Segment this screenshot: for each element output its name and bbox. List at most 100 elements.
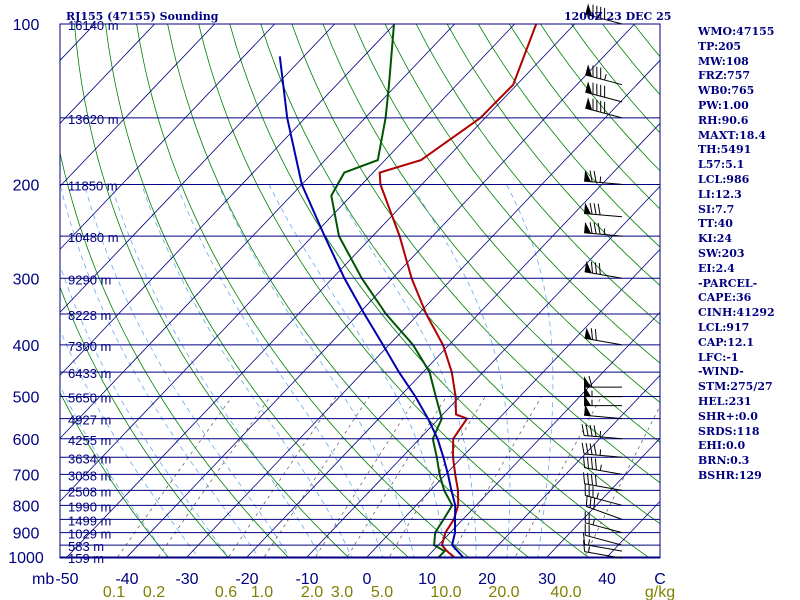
isotherms [60,24,660,558]
wind-barb-staff [585,522,623,534]
chart-time: 1200Z 23 DEC 25 [564,10,672,23]
height-label: 583 m [68,539,104,554]
wind-barb-flag [593,170,597,183]
moist-adiabat-line [331,184,477,558]
height-label: 5650 m [68,391,111,406]
wind-barb-pennant [584,170,592,182]
wind-barb-flag [581,442,585,455]
pressure-labels: 100 200 300 400 500 600 700 800 900 1000 [8,17,44,567]
wind-barb-flag [585,424,589,436]
mixing-ratio-label: 40.0 [550,584,581,600]
isotherm-line [60,24,396,376]
wind-barb-half-flag [599,430,602,437]
wind-barb-pennant [585,3,593,16]
wind-barbs [581,3,623,559]
isotherm-line [60,24,336,313]
height-label: 9290 m [68,272,111,287]
moist-adiabat-line [268,184,446,558]
mixing-ratio-labels: 0.1 0.2 0.6 1.0 2.0 3.0 5.0 10.0 20.0 40.0 [103,584,582,600]
wind-barb-flag [594,262,597,274]
pressure-unit-label: mb [32,571,54,588]
index-item: RH:90.6 [698,113,749,127]
wind-barb-flag [589,222,593,234]
temperature-labels: -50 -40 -30 -20 -10 0 10 20 30 40 [55,571,616,588]
wind-barb-staff [584,453,623,458]
isotherm-line [545,437,660,558]
wind-barb-staff [584,467,623,475]
wind-barb-flag [593,425,597,437]
mixing-ratio-label: 10.0 [430,584,461,600]
wind-barb-flag [583,540,586,552]
wind-barb-half-flag [596,492,599,499]
index-item: CAPE:36 [698,291,752,305]
wind-barb-pennant [584,385,591,397]
index-item: -PARCEL- [698,276,758,290]
temperature-tick-label: -30 [175,571,198,588]
dry-adiabat-line [415,24,660,325]
wind-barb-staff [584,271,623,279]
mixing-ratio-label: 0.1 [103,584,125,600]
plot-area [60,24,660,558]
wind-barb [581,424,623,440]
temperature-tick-label: 40 [598,571,616,588]
pressure-tick-label: 300 [13,271,40,288]
wind-barb-flag [594,474,597,486]
index-item: TP:205 [698,39,742,53]
pressure-tick-label: 600 [13,432,40,449]
wind-barb-staff [585,74,623,86]
index-item: WB0:765 [698,84,755,98]
height-label: 1499 m [68,513,111,528]
wind-barb-flag [583,533,586,545]
isotherm-line [365,248,660,558]
chart-title: RJ155 (47155) Sounding [66,10,219,23]
wind-barb-pennant [584,376,591,388]
dry-adiabat-line [322,24,660,443]
dry-adiabat-line [60,391,170,558]
wind-barb [585,3,623,25]
height-label: 13620 m [68,112,119,127]
wind-barb [584,385,622,398]
index-item: PW:1.00 [698,98,749,112]
index-item: LCL:917 [698,320,750,334]
wind-barb-staff [584,337,623,346]
wind-barb [585,97,623,119]
wind-barb-flag [594,458,597,470]
mixing-ratio-label: 5.0 [371,584,393,600]
wind-barb [581,442,623,458]
wind-barb-flag [585,494,588,507]
pressure-tick-label: 1000 [8,550,44,567]
wind-barb-half-flag [603,228,606,235]
moist-adiabat-line [60,328,200,558]
isotherm-line [60,24,516,502]
wind-barb-flag [589,170,593,182]
wind-barb-flag [590,457,593,470]
wind-barb-flag [590,328,593,340]
index-item: -WIND- [698,365,744,379]
temperature-tick-label: 0 [363,571,372,588]
wind-barb-flag [589,496,592,508]
pressure-tick-label: 400 [13,338,40,355]
wind-barb-flag [593,203,597,215]
mixing-ratio-line [116,396,233,558]
height-label: 2508 m [68,484,111,499]
index-item: LI:12.3 [698,187,742,201]
temperature-tick-label: -10 [295,571,318,588]
wind-barb [583,472,623,491]
mixing-ratio-label: 0.6 [215,584,237,600]
index-item: MW:108 [698,54,749,68]
dry-adiabat-line [74,24,350,558]
index-item: SHR+:0.0 [698,409,758,423]
wind-barb-staff [584,551,623,559]
index-item: L57:5.1 [698,158,745,172]
isotherm-line [305,185,660,558]
wind-barb-staff [584,180,623,185]
wind-barb-flag [583,472,586,484]
temperature-tick-label: -40 [115,571,138,588]
moist-adiabat-line [60,264,230,558]
isotherm-line [60,24,456,439]
index-item: SRDS:118 [698,424,760,438]
pressure-tick-label: 700 [13,467,40,484]
mixing-ratio-label: 1.0 [251,584,273,600]
wind-barb-staff [585,91,623,103]
pressure-tick-label: 800 [13,498,40,515]
